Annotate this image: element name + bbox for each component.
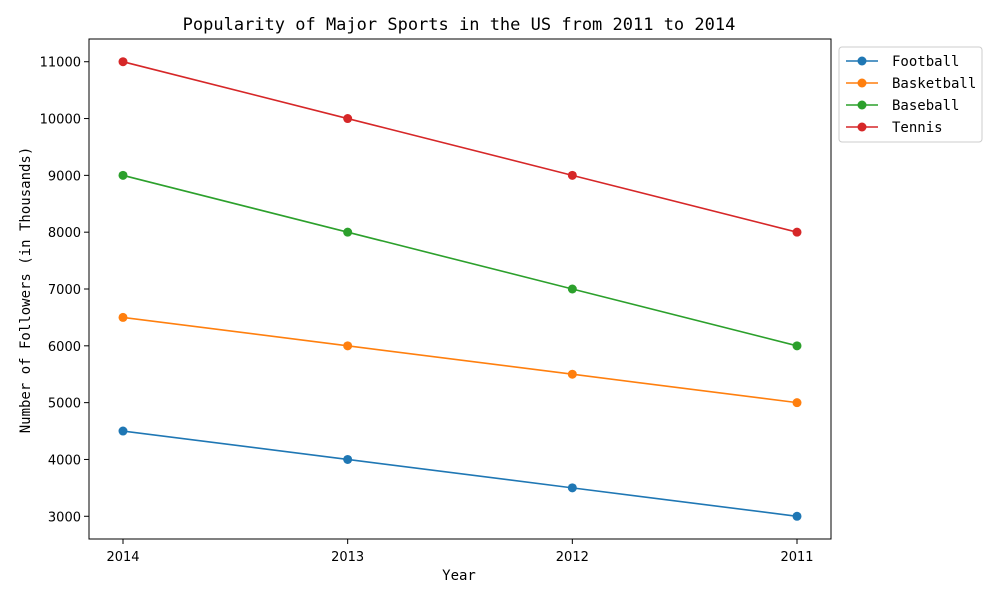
legend-label-football: Football — [892, 54, 959, 70]
x-tick-label: 2014 — [106, 550, 139, 565]
y-tick-label: 4000 — [48, 453, 81, 468]
data-point-basketball — [118, 312, 128, 322]
y-tick-label: 5000 — [48, 397, 81, 412]
legend-marker-tennis — [857, 122, 867, 132]
legend: Football Basketball Baseball Tennis — [838, 46, 983, 143]
data-point-football — [118, 426, 128, 436]
legend-label-basketball: Basketball — [892, 76, 976, 92]
data-point-football — [792, 511, 802, 521]
data-point-basketball — [567, 369, 577, 379]
series-line-football — [122, 430, 798, 518]
y-tick-label: 10000 — [40, 113, 81, 128]
legend-marker-football — [857, 56, 867, 66]
y-axis: 3000 4000 5000 6000 7000 8000 9000 10000 11000 — [40, 56, 89, 525]
series-line-tennis — [122, 60, 798, 233]
data-point-baseball — [343, 227, 353, 237]
legend-marker-baseball — [857, 100, 867, 110]
data-point-baseball — [118, 170, 128, 180]
y-tick-label: 3000 — [48, 510, 81, 525]
data-point-tennis — [118, 57, 128, 67]
y-axis-label: Number of Followers (in Thousands) — [18, 147, 34, 434]
x-tick-label: 2011 — [780, 550, 813, 565]
legend-box — [838, 46, 983, 143]
x-axis-label: Year — [442, 568, 476, 584]
series-line-basketball — [122, 316, 798, 404]
legend-marker-basketball — [857, 78, 867, 88]
data-point-tennis — [567, 170, 577, 180]
y-tick-label: 9000 — [48, 169, 81, 184]
y-tick-label: 7000 — [48, 283, 81, 298]
legend-label-tennis: Tennis — [892, 120, 943, 136]
y-tick-label: 11000 — [40, 56, 81, 71]
data-point-football — [567, 483, 577, 493]
data-point-tennis — [343, 114, 353, 124]
data-point-baseball — [567, 284, 577, 294]
series-layer — [118, 57, 802, 521]
data-point-basketball — [343, 341, 353, 351]
y-tick-label: 6000 — [48, 340, 81, 355]
x-tick-label: 2012 — [556, 550, 589, 565]
x-axis: 2014 2013 2012 2011 — [106, 539, 814, 565]
series-line-baseball — [122, 174, 798, 347]
data-point-baseball — [792, 341, 802, 351]
legend-label-baseball: Baseball — [892, 98, 959, 114]
data-point-tennis — [792, 227, 802, 237]
chart-title: Popularity of Major Sports in the US fro… — [183, 15, 736, 35]
plot-frame — [88, 38, 832, 540]
data-point-basketball — [792, 398, 802, 408]
y-tick-label: 8000 — [48, 226, 81, 241]
data-point-football — [343, 454, 353, 464]
x-tick-label: 2013 — [331, 550, 364, 565]
